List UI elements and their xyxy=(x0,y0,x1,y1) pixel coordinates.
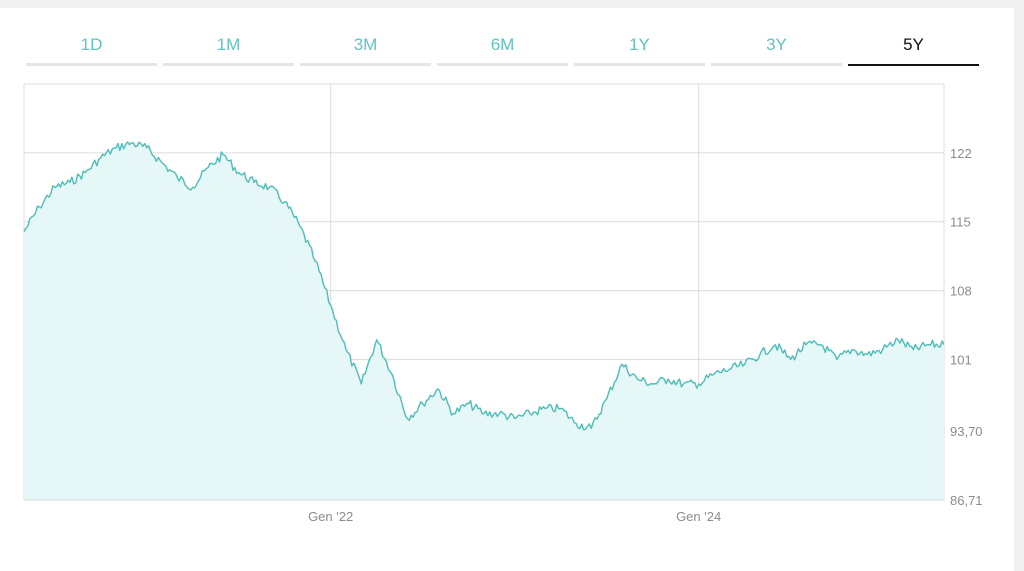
y-tick-label: 122 xyxy=(950,146,972,161)
y-tick-label: 108 xyxy=(950,284,972,299)
y-tick-label: 93,70 xyxy=(950,424,983,439)
series-area-fill xyxy=(24,141,944,500)
y-tick-label: 86,71 xyxy=(950,493,983,508)
tab-1y[interactable]: 1Y xyxy=(574,30,705,78)
x-axis-ticks: Gen '22 Gen '24 xyxy=(308,509,721,524)
tab-1m[interactable]: 1M xyxy=(163,30,294,78)
tab-3m[interactable]: 3M xyxy=(300,30,431,78)
series-line-layer xyxy=(23,141,945,501)
timeframe-tabs: 1D 1M 3M 6M 1Y 3Y 5Y xyxy=(26,30,979,78)
tab-5y[interactable]: 5Y xyxy=(848,30,979,78)
tab-1d[interactable]: 1D xyxy=(26,30,157,78)
area-fill-layer xyxy=(24,141,944,500)
x-tick-label: Gen '24 xyxy=(676,509,721,524)
tab-3y[interactable]: 3Y xyxy=(711,30,842,78)
x-tick-label: Gen '22 xyxy=(308,509,353,524)
series-line xyxy=(23,141,945,431)
tab-6m[interactable]: 6M xyxy=(437,30,568,78)
y-tick-label: 115 xyxy=(950,215,971,230)
y-axis-ticks: 86,71 93,70 101 108 115 122 xyxy=(950,146,983,508)
y-tick-label: 101 xyxy=(950,352,972,367)
